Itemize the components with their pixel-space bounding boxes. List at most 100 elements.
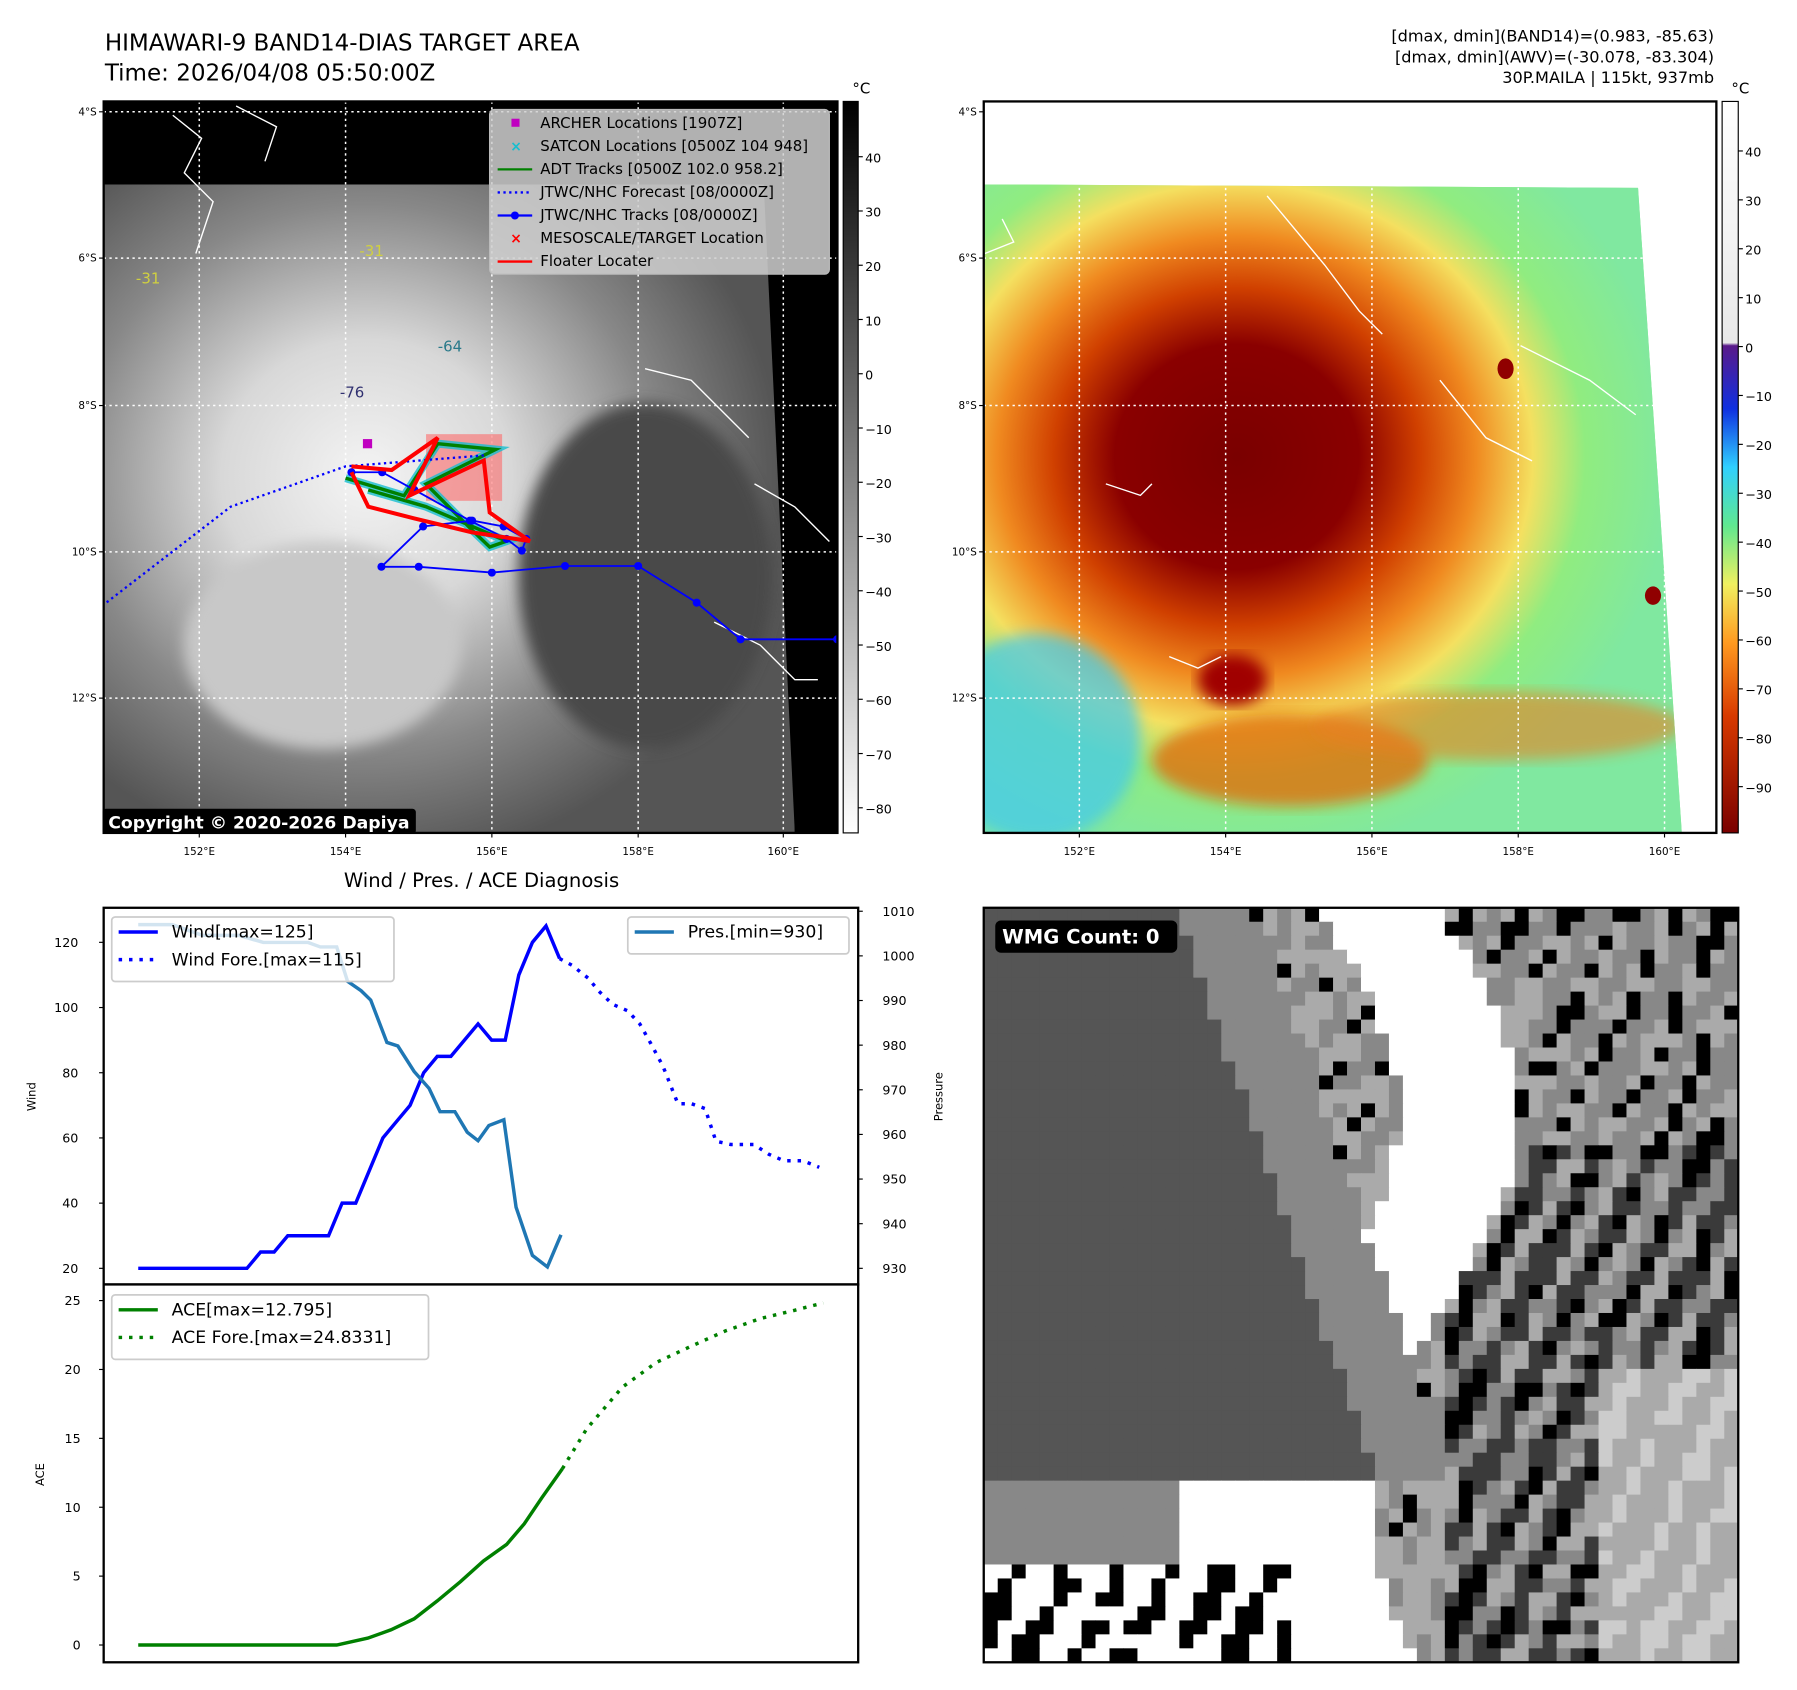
wmg-cell [1402, 935, 1418, 951]
wmg-cell [1109, 1396, 1124, 1412]
wmg-cell [1305, 1438, 1320, 1454]
wmg-cell [1388, 1089, 1404, 1104]
wmg-cell [1360, 1340, 1376, 1356]
wmg-cell [1598, 1522, 1613, 1537]
wmg-cell [1291, 1424, 1306, 1440]
wmg-cell [1263, 1271, 1278, 1286]
wmg-cell [1500, 1354, 1516, 1370]
wmg-cell [1542, 1410, 1558, 1426]
wmg-cell [1137, 1312, 1152, 1328]
wmg-cell [1556, 1410, 1572, 1426]
wmg-cell [1221, 1326, 1236, 1342]
wmg-cell [1347, 1075, 1362, 1090]
wmg-cell [1640, 1131, 1655, 1146]
wmg-cell [1458, 1606, 1474, 1621]
wmg-cell [1109, 1508, 1124, 1524]
wmg-cell [1179, 1285, 1194, 1300]
wmg-cell [1724, 1117, 1739, 1132]
wmg-cell [1053, 1271, 1069, 1286]
wmg-cell [1360, 991, 1376, 1007]
wmg-cell [1682, 935, 1697, 951]
wmg-cell [1710, 949, 1725, 965]
wmg-cell [1654, 1424, 1669, 1440]
wmg-cell [1458, 1131, 1474, 1146]
wmg-cell [1263, 1159, 1278, 1174]
wmg-cell [1556, 1243, 1572, 1258]
wmg-cell [1109, 1368, 1124, 1384]
wmg-cell [1277, 977, 1292, 993]
wmg-cell [1067, 1522, 1083, 1537]
wmg-cell [1472, 1606, 1488, 1621]
wmg-cell [1235, 1634, 1250, 1649]
wmg-cell [1598, 1173, 1613, 1188]
wmg-cell [1640, 1159, 1655, 1174]
wmg-cell [1472, 1438, 1488, 1454]
wmg-cell [1221, 1243, 1236, 1258]
wind-tick-label: 80 [62, 1065, 78, 1080]
wmg-cell [1514, 1438, 1530, 1454]
wmg-cell [1067, 1047, 1083, 1062]
wmg-cell [1053, 1648, 1069, 1663]
wmg-cell [1556, 1187, 1572, 1202]
wmg-cell [1584, 1438, 1599, 1454]
wmg-cell [1472, 1620, 1488, 1635]
wmg-cell [1249, 1424, 1264, 1440]
wmg-cell [983, 1508, 999, 1524]
wmg-cell [1137, 1061, 1152, 1076]
wmg-cell [1179, 1229, 1194, 1244]
legend-label: Pres.[min=930] [688, 923, 823, 943]
wmg-cell [1319, 1229, 1334, 1244]
coastline [1266, 195, 1383, 335]
wmg-cell [1081, 1326, 1096, 1342]
wmg-cell [1626, 1340, 1641, 1356]
wmg-cell [1123, 977, 1138, 993]
wmg-cell [1347, 1578, 1362, 1593]
wmg-cell [1347, 1005, 1362, 1021]
wmg-cell [1598, 1382, 1613, 1398]
wmg-cell [1165, 1508, 1180, 1524]
wmg-cell [1011, 1480, 1027, 1496]
wmg-cell [1374, 1089, 1390, 1104]
wmg-cell [1277, 1173, 1292, 1188]
wmg-cell [1514, 1634, 1530, 1649]
wmg-cell [1570, 1285, 1586, 1300]
wmg-cell [1291, 1340, 1306, 1356]
wmg-cell [1598, 1508, 1613, 1524]
wmg-cell [1598, 1466, 1613, 1482]
wmg-cell [1277, 1075, 1292, 1090]
wmg-cell [1235, 1410, 1250, 1426]
wmg-cell [1416, 1396, 1432, 1412]
wmg-cell [1486, 1452, 1502, 1468]
wmg-cell [1165, 1299, 1180, 1314]
wmg-cell [1053, 1243, 1069, 1258]
wmg-cell [1724, 1536, 1739, 1551]
contour-label: -31 [359, 242, 383, 260]
wmg-cell [1291, 1606, 1306, 1621]
wmg-cell [1081, 1159, 1096, 1174]
wmg-cell [1668, 1438, 1683, 1454]
wmg-cell [1360, 1424, 1376, 1440]
wmg-cell [1514, 1033, 1530, 1048]
wmg-cell [1193, 1368, 1208, 1384]
wmg-cell [1640, 1620, 1655, 1635]
wmg-cell [1570, 1592, 1586, 1607]
wmg-cell [1347, 977, 1362, 993]
wmg-cell [1724, 1271, 1739, 1286]
wmg-cell [1724, 991, 1739, 1007]
wmg-cell [1528, 1466, 1544, 1482]
series-line [558, 957, 820, 1169]
wmg-cell [1486, 1299, 1502, 1314]
wmg-cell [1710, 1271, 1725, 1286]
wmg-cell [983, 1187, 999, 1202]
wmg-cell [1612, 1452, 1627, 1468]
wmg-cell [1291, 949, 1306, 965]
wmg-cell [1123, 1061, 1138, 1076]
wmg-cell [1556, 1620, 1572, 1635]
wmg-cell [1137, 1229, 1152, 1244]
wmg-cell [1179, 1634, 1194, 1649]
stats-awv: [dmax, dmin](AWV)=(-30.078, -83.304) [1395, 47, 1714, 66]
wmg-cell [1430, 1536, 1446, 1551]
wmg-cell [1458, 1299, 1474, 1314]
